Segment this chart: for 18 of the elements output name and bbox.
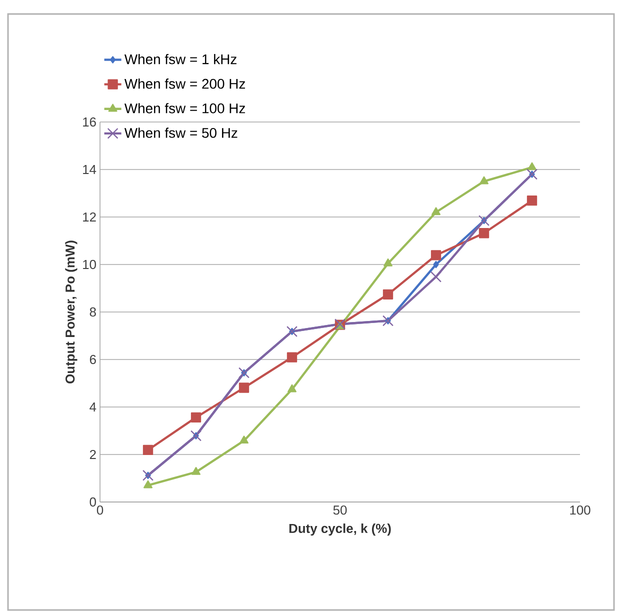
legend-label: When fsw = 200 Hz <box>124 78 245 89</box>
y-tick-label: 16 <box>83 117 96 127</box>
legend-label: When fsw = 50 Hz <box>124 128 238 138</box>
y-tick-label: 4 <box>90 402 96 412</box>
y-axis-title: Output Power, Po (mW) <box>65 240 78 384</box>
legend-label: When fsw = 1 kHz <box>124 54 236 64</box>
x-tick-label: 0 <box>96 506 104 515</box>
y-tick-label: 6 <box>90 354 96 364</box>
y-tick-label: 8 <box>90 307 96 317</box>
y-tick-label: 2 <box>90 450 96 460</box>
x-tick-label: 50 <box>333 506 347 515</box>
y-tick-label: 0 <box>90 497 96 507</box>
x-tick-label: 100 <box>570 506 590 515</box>
y-tick-label: 12 <box>83 212 96 222</box>
x-axis-title: Duty cycle, k (%) <box>289 524 391 536</box>
legend-label: When fsw = 100 Hz <box>124 103 245 114</box>
y-tick-label: 10 <box>83 260 96 270</box>
y-tick-label: 14 <box>83 165 96 174</box>
